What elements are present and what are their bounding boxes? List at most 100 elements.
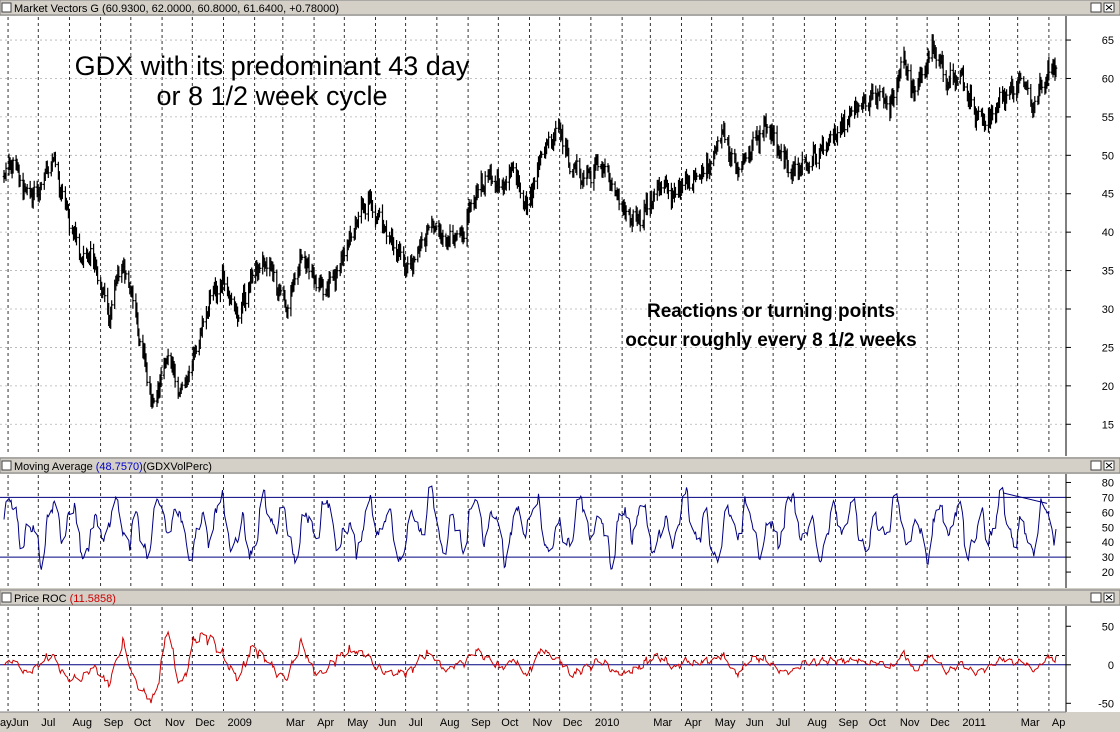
ohlc-bar: [913, 86, 917, 102]
ohlc-bar: [180, 381, 184, 391]
ohlc-bar: [25, 184, 29, 196]
ohlc-bar: [1054, 65, 1058, 78]
price-axis-area: [1066, 16, 1120, 457]
ma-panel-titlebar: [0, 457, 1120, 474]
x-tick-label: May: [715, 717, 736, 729]
ma-axis-area: [1066, 474, 1120, 588]
ohlc-bar: [314, 274, 318, 292]
restore-icon[interactable]: [1090, 592, 1102, 603]
ma-panel-value: (48.7570): [96, 461, 143, 473]
x-tick-label: Jun: [11, 717, 29, 729]
ohlc-bar: [455, 230, 459, 241]
ma-panel-name: Moving Average: [14, 461, 93, 473]
roc-grid: [7, 607, 1050, 711]
y-tick-label: 65: [1102, 35, 1114, 47]
ohlc-bar: [646, 192, 649, 216]
ohlc-bar: [195, 345, 198, 355]
ohlc-bar: [737, 166, 741, 178]
ohlc-bar: [526, 196, 529, 216]
x-tick-label: Sep: [839, 717, 859, 729]
roc-line: [3, 630, 1057, 704]
ohlc-bar: [660, 181, 663, 196]
y-tick-label: 40: [1102, 227, 1114, 239]
price-panel-titlebar: [0, 0, 1120, 16]
ohlc-bar: [399, 243, 402, 260]
ohlc-bar: [540, 151, 543, 158]
ohlc-bar: [32, 180, 36, 201]
ohlc-bar: [505, 175, 508, 191]
panel-menu-icon[interactable]: [1, 2, 12, 13]
ohlc-bar: [716, 136, 719, 152]
ohlc-bar: [653, 188, 656, 202]
ohlc-bar: [723, 122, 727, 143]
y-tick-label: 40: [1102, 537, 1114, 549]
ohlc-bar: [159, 367, 163, 388]
ohlc-bar: [328, 271, 332, 284]
price-panel-title: Market Vectors G (60.9300, 62.0000, 60.8…: [14, 3, 339, 15]
ohlc-bar: [638, 209, 642, 232]
y-tick-label: 25: [1102, 342, 1114, 354]
ma-panel-window-buttons[interactable]: [1090, 460, 1115, 471]
ohlc-bar: [89, 241, 92, 267]
ohlc-bar: [476, 184, 480, 198]
ohlc-bar: [793, 156, 797, 177]
ohlc-bar: [96, 266, 99, 285]
ohlc-bar: [744, 152, 748, 162]
y-tick-label: 60: [1102, 507, 1114, 519]
ohlc-bar: [145, 362, 149, 387]
ohlc-bar: [688, 175, 691, 191]
roc-y-axis: -50 0 50: [1065, 606, 1114, 712]
ohlc-bar: [293, 272, 297, 286]
ohlc-bar: [561, 124, 564, 155]
ohlc-bar: [138, 338, 142, 346]
x-tick-label: Nov: [532, 717, 552, 729]
ma-grid: [7, 475, 1050, 587]
ohlc-bar: [899, 56, 903, 79]
x-tick-label: Jul: [41, 717, 55, 729]
restore-icon[interactable]: [1090, 2, 1102, 13]
ohlc-bar: [984, 120, 987, 131]
ohlc-bar: [850, 106, 853, 116]
ohlc-bar: [970, 84, 973, 107]
ohlc-bar: [230, 292, 233, 306]
ohlc-bar: [1033, 96, 1037, 114]
y-tick-label: 20: [1102, 381, 1114, 393]
x-tick-label: Aug: [440, 717, 460, 729]
y-tick-label: 30: [1102, 304, 1114, 316]
x-tick-label: Nov: [165, 717, 185, 729]
ohlc-bar: [357, 211, 360, 229]
ohlc-bar: [956, 76, 959, 86]
x-tick-label: Mar: [286, 717, 305, 729]
y-tick-label: 35: [1102, 266, 1114, 278]
roc-series: [0, 630, 1066, 704]
close-icon-stroke-b: [1105, 462, 1113, 469]
ohlc-bar: [702, 166, 705, 178]
ohlc-bar: [1047, 56, 1051, 81]
ma-panel-suffix: (GDXVolPerc): [143, 461, 212, 473]
chart-title-line1: GDX with its predominant 43 day: [75, 51, 470, 81]
ohlc-bar: [321, 279, 325, 301]
x-tick-label: Apr: [1052, 717, 1069, 729]
price-panel-name: Market Vectors G: [14, 3, 99, 15]
ohlc-bar: [674, 186, 677, 198]
ohlc-bar: [1012, 86, 1015, 103]
ohlc-bar: [251, 269, 254, 284]
roc-panel-window-buttons[interactable]: [1090, 592, 1115, 603]
panel-menu-icon[interactable]: [1, 460, 12, 471]
ohlc-bar: [54, 151, 57, 168]
ohlc-bar: [335, 265, 339, 279]
ohlc-bar: [963, 82, 966, 91]
x-axis: ay Jun Jul Aug Sep Oct Nov Dec 2009 Mar Apr May Jun J…: [0, 717, 1069, 729]
ohlc-bar: [364, 203, 367, 220]
y-tick-label: 0: [1108, 660, 1114, 672]
panel-menu-icon[interactable]: [1, 592, 12, 603]
restore-icon[interactable]: [1090, 460, 1102, 471]
x-tick-label: Mar: [1021, 717, 1040, 729]
ohlc-bar: [519, 182, 522, 199]
y-tick-label: 30: [1102, 552, 1114, 564]
ohlc-bar: [490, 175, 494, 185]
roc-panel-titlebar: [0, 589, 1120, 606]
price-panel-window-buttons[interactable]: [1090, 2, 1115, 13]
x-tick-label: 2011: [962, 717, 986, 729]
